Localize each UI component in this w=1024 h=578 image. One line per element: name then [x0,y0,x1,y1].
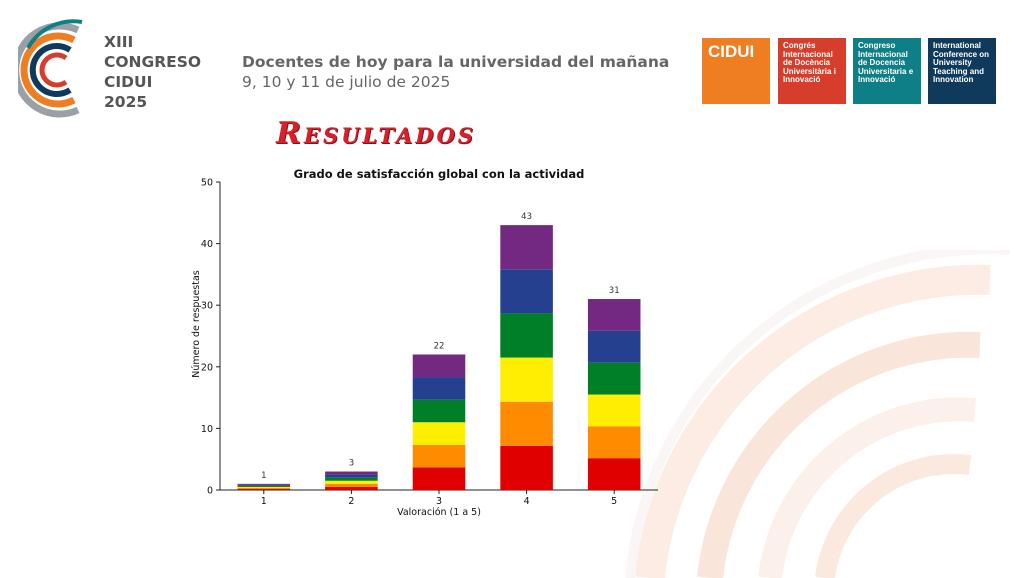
bar-segment [325,477,378,481]
y-tick-label: 50 [201,178,213,189]
chart-title: Grado de satisfacción global con la acti… [294,167,585,181]
bars [237,225,641,490]
bar-segment [237,487,291,489]
bar-segment [237,485,291,487]
bar-segment [412,422,466,445]
data-labels: 1 3 22 43 31 [261,212,620,481]
bar-segment [325,486,378,490]
x-tick-label: 2 [348,496,354,507]
bar-segment [325,471,378,475]
cidui-logo-mark [18,19,83,118]
bar-segment [325,483,378,487]
tagline: Docentes de hoy para la universidad del … [242,53,670,71]
congreso-title: XIII CONGRESO CIDUI 2025 [104,32,201,112]
bar-value-label: 22 [434,341,445,351]
bar-segment [500,445,553,490]
x-axis-label: Valoración (1 a 5) [397,507,481,518]
bar-value-label: 1 [261,471,266,481]
bar-segment [500,269,553,314]
bar-segment [325,480,378,484]
bar-segment [587,426,641,459]
bar-segment [587,458,641,490]
bar-segment [412,377,466,400]
bar-segment [237,488,291,490]
y-tick-label: 40 [201,239,213,250]
x-tick-label: 3 [436,496,442,507]
y-axis-label: Número de respuestas [191,270,202,378]
section-title: Resultados [276,116,476,151]
congreso-line: CONGRESO [104,53,202,71]
satisfaction-chart: Grado de satisfacción global con la acti… [191,167,658,518]
badge-catalan: Congrés Internacional de Docència Univer… [778,38,846,104]
bar-segment [237,484,291,486]
congreso-line: XIII [104,33,134,51]
y-tick-label: 30 [201,301,213,312]
bar-segment [412,444,466,468]
badge-english: International Conference on University T… [928,38,996,104]
bar-segment [587,330,641,363]
bar-value-label: 3 [349,459,354,469]
congreso-line: CIDUI [104,73,153,91]
bar-segment [500,401,553,446]
bar-segment [237,483,291,485]
bar-segment [500,225,553,270]
x-axis: 1 2 3 4 5 [220,489,658,507]
congreso-line: 2025 [104,93,148,111]
bar-segment [500,357,553,402]
bar-value-label: 43 [521,212,532,222]
bar-segment [412,467,466,490]
y-tick-label: 20 [201,362,213,373]
bar-segment [500,313,553,358]
bar-segment [412,354,466,378]
y-axis: 0 10 20 30 40 50 [201,178,221,497]
y-tick-label: 10 [201,424,213,435]
bar-segment [587,394,641,427]
badge-cidui: CIDUI [702,38,770,104]
bar-value-label: 31 [609,286,620,296]
x-tick-label: 4 [524,496,530,507]
bar-segment [412,399,466,423]
y-tick-label: 0 [207,486,213,497]
bar-segment [587,299,641,331]
x-tick-label: 5 [611,496,617,507]
bar-segment [237,486,291,488]
decorative-arcs [625,250,1010,578]
event-dates: 9, 10 y 11 de julio de 2025 [242,73,451,91]
bar-segment [325,474,378,478]
tagline-block: Docentes de hoy para la universidad del … [242,53,669,91]
bar-segment [587,362,641,395]
x-tick-label: 1 [261,496,267,507]
badge-spanish: Congreso Internacional de Docencia Unive… [853,38,921,104]
